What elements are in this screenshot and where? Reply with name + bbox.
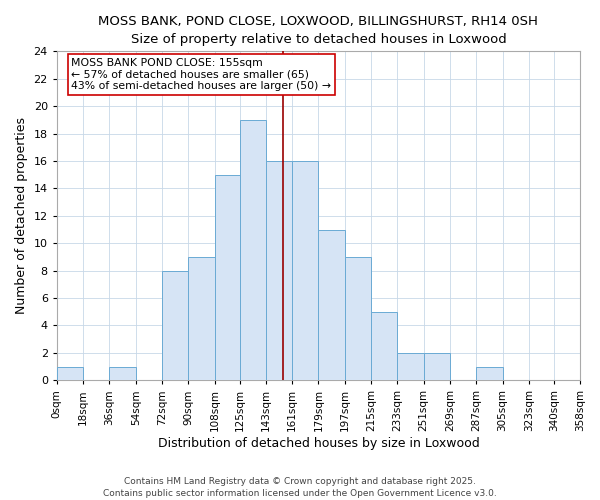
Bar: [162, 270, 188, 380]
Bar: [397, 353, 424, 380]
Bar: [109, 366, 136, 380]
Bar: [476, 366, 503, 380]
Bar: [371, 312, 397, 380]
Text: Contains HM Land Registry data © Crown copyright and database right 2025.
Contai: Contains HM Land Registry data © Crown c…: [103, 476, 497, 498]
Bar: [424, 353, 450, 380]
Bar: [266, 161, 292, 380]
Y-axis label: Number of detached properties: Number of detached properties: [15, 118, 28, 314]
Title: MOSS BANK, POND CLOSE, LOXWOOD, BILLINGSHURST, RH14 0SH
Size of property relativ: MOSS BANK, POND CLOSE, LOXWOOD, BILLINGS…: [98, 15, 538, 46]
Bar: [292, 161, 319, 380]
Bar: [57, 366, 83, 380]
Bar: [239, 120, 266, 380]
Text: MOSS BANK POND CLOSE: 155sqm
← 57% of detached houses are smaller (65)
43% of se: MOSS BANK POND CLOSE: 155sqm ← 57% of de…: [71, 58, 331, 92]
X-axis label: Distribution of detached houses by size in Loxwood: Distribution of detached houses by size …: [158, 437, 479, 450]
Bar: [188, 257, 215, 380]
Bar: [345, 257, 371, 380]
Bar: [215, 174, 239, 380]
Bar: [319, 230, 345, 380]
